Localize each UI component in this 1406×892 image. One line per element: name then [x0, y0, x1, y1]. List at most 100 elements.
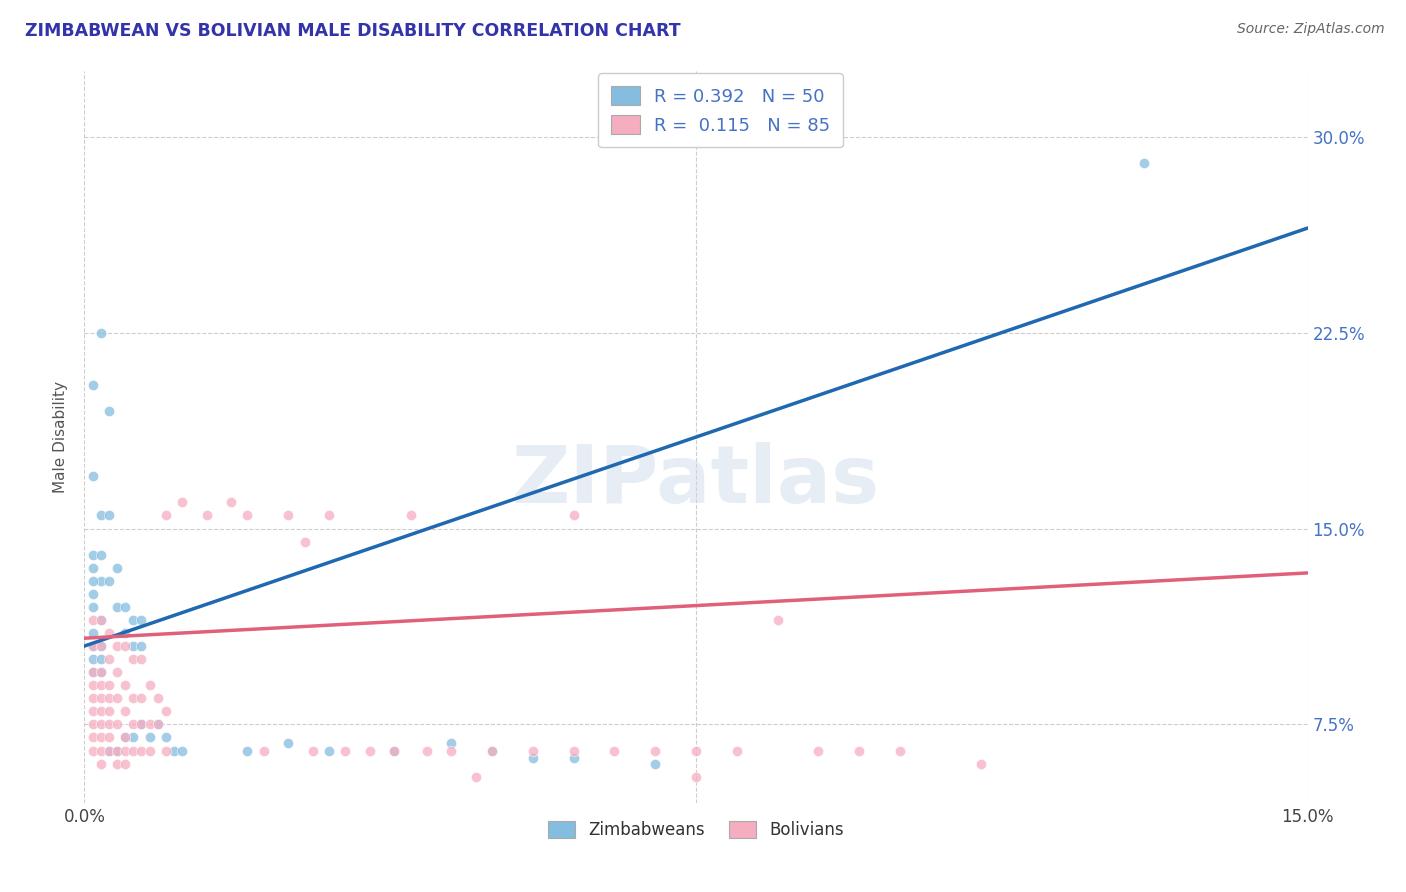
Point — [105, 560, 128, 574]
Point — [105, 717, 128, 731]
Point — [382, 743, 405, 757]
Point — [82, 717, 104, 731]
Point — [82, 678, 104, 692]
Point — [562, 508, 585, 523]
Point — [172, 743, 194, 757]
Point — [105, 756, 128, 771]
Point — [301, 743, 323, 757]
Point — [416, 743, 439, 757]
Point — [97, 678, 120, 692]
Point — [97, 574, 120, 588]
Point — [82, 665, 104, 680]
Point — [114, 599, 136, 614]
Point — [155, 743, 177, 757]
Text: ZIMBABWEAN VS BOLIVIAN MALE DISABILITY CORRELATION CHART: ZIMBABWEAN VS BOLIVIAN MALE DISABILITY C… — [25, 22, 681, 40]
Point — [114, 743, 136, 757]
Point — [236, 508, 259, 523]
Point — [90, 613, 112, 627]
Point — [562, 751, 585, 765]
Point — [807, 743, 830, 757]
Point — [122, 691, 145, 706]
Point — [131, 613, 153, 627]
Point — [82, 639, 104, 653]
Point — [122, 639, 145, 653]
Point — [90, 665, 112, 680]
Point — [138, 743, 160, 757]
Point — [155, 731, 177, 745]
Point — [82, 743, 104, 757]
Point — [277, 508, 299, 523]
Point — [131, 652, 153, 666]
Point — [146, 691, 169, 706]
Point — [97, 743, 120, 757]
Point — [97, 691, 120, 706]
Point — [90, 639, 112, 653]
Point — [97, 731, 120, 745]
Point — [138, 731, 160, 745]
Point — [277, 736, 299, 750]
Point — [114, 731, 136, 745]
Point — [90, 705, 112, 719]
Point — [90, 652, 112, 666]
Point — [359, 743, 381, 757]
Point — [97, 743, 120, 757]
Point — [146, 717, 169, 731]
Point — [122, 717, 145, 731]
Point — [82, 613, 104, 627]
Point — [114, 678, 136, 692]
Point — [464, 770, 486, 784]
Point — [236, 743, 259, 757]
Point — [294, 534, 316, 549]
Point — [90, 639, 112, 653]
Point — [195, 508, 218, 523]
Point — [105, 599, 128, 614]
Point — [90, 665, 112, 680]
Point — [562, 743, 585, 757]
Point — [90, 743, 112, 757]
Point — [97, 626, 120, 640]
Point — [82, 705, 104, 719]
Point — [440, 736, 463, 750]
Point — [725, 743, 748, 757]
Point — [82, 560, 104, 574]
Point — [766, 613, 789, 627]
Point — [522, 743, 544, 757]
Point — [82, 731, 104, 745]
Point — [90, 548, 112, 562]
Point — [122, 613, 145, 627]
Point — [90, 731, 112, 745]
Point — [219, 495, 242, 509]
Point — [122, 731, 145, 745]
Point — [97, 404, 120, 418]
Point — [644, 756, 666, 771]
Point — [114, 705, 136, 719]
Point — [889, 743, 911, 757]
Point — [82, 548, 104, 562]
Point — [172, 495, 194, 509]
Point — [97, 705, 120, 719]
Point — [318, 508, 340, 523]
Point — [644, 743, 666, 757]
Point — [105, 691, 128, 706]
Point — [97, 652, 120, 666]
Point — [685, 743, 707, 757]
Point — [122, 652, 145, 666]
Text: Source: ZipAtlas.com: Source: ZipAtlas.com — [1237, 22, 1385, 37]
Point — [90, 756, 112, 771]
Legend: Zimbabweans, Bolivians: Zimbabweans, Bolivians — [541, 814, 851, 846]
Point — [90, 678, 112, 692]
Point — [82, 574, 104, 588]
Point — [82, 587, 104, 601]
Point — [90, 717, 112, 731]
Point — [82, 691, 104, 706]
Point — [90, 326, 112, 340]
Y-axis label: Male Disability: Male Disability — [53, 381, 69, 493]
Point — [440, 743, 463, 757]
Point — [105, 743, 128, 757]
Point — [382, 743, 405, 757]
Point — [122, 743, 145, 757]
Point — [114, 731, 136, 745]
Point — [90, 574, 112, 588]
Point — [105, 665, 128, 680]
Point — [114, 626, 136, 640]
